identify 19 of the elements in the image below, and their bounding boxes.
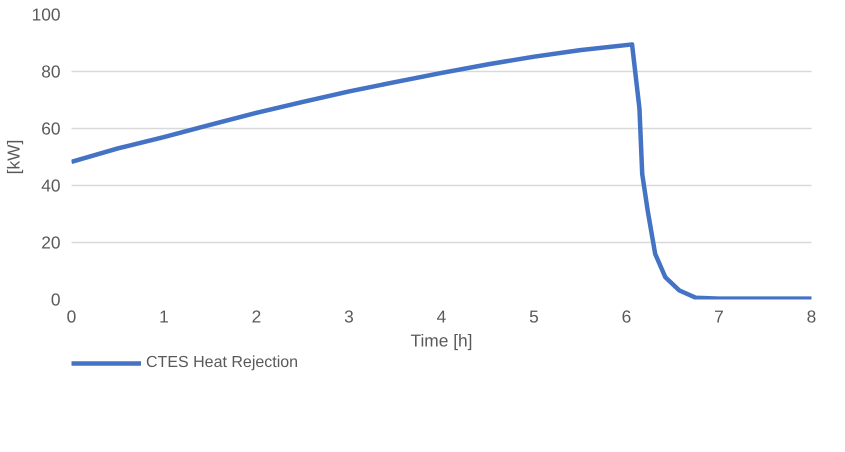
x-tick-label: 2: [252, 306, 262, 326]
y-axis-title: [kW]: [4, 140, 24, 174]
line-series: [72, 42, 812, 300]
y-tick-label: 60: [41, 118, 61, 138]
x-tick-label: 1: [159, 306, 169, 326]
x-tick-label: 0: [66, 306, 76, 326]
legend-label: CTES Heat Rejection: [146, 354, 298, 372]
x-tick-label: 5: [529, 306, 539, 326]
x-tick-label: 4: [436, 306, 447, 326]
y-tick-label: 80: [41, 62, 61, 82]
x-tick-label: 8: [806, 306, 816, 326]
y-tick-label: 40: [41, 176, 61, 196]
y-tick-label: 20: [41, 232, 61, 252]
x-tick-label: 6: [622, 306, 632, 326]
y-tick-label: 100: [32, 4, 61, 24]
y-tick-label: 0: [50, 290, 61, 310]
x-axis-title: Time [h]: [410, 330, 472, 350]
x-tick-label: 3: [344, 306, 354, 326]
x-tick-label: 7: [714, 306, 724, 326]
